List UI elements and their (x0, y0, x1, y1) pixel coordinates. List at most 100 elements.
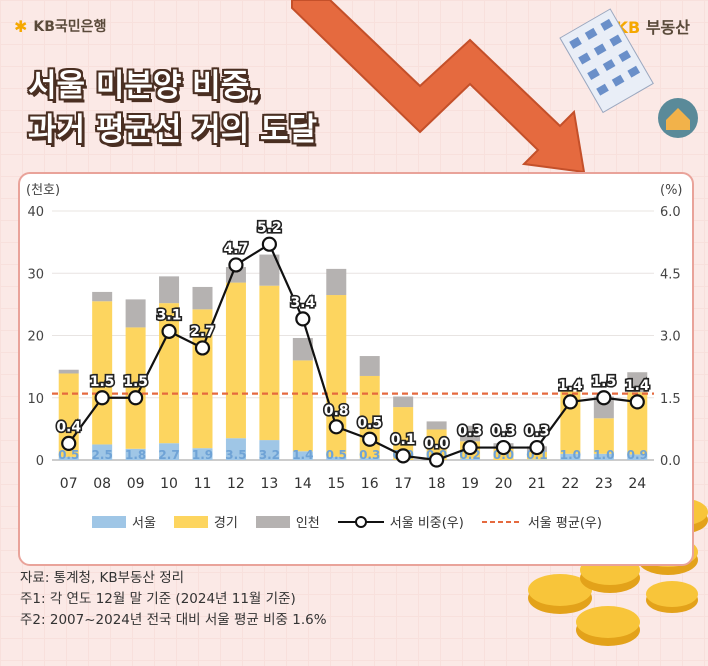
bar-incheon (159, 276, 180, 304)
seoul-share-point (61, 435, 77, 451)
x-tick-label: 12 (227, 476, 245, 492)
bar-seoul (92, 444, 113, 460)
seoul-share-label: 1.5 (90, 374, 115, 390)
seoul-share-point (629, 394, 645, 410)
bar-gyeonggi (526, 451, 547, 460)
footnotes: 자료: 통계청, KB부동산 정리 주1: 각 연도 12월 말 기준 (202… (20, 568, 327, 631)
legend-swatch-incheon (255, 515, 290, 528)
seoul-share-line (67, 242, 638, 462)
x-tick-label: 22 (561, 476, 579, 492)
bar-incheon (627, 372, 648, 393)
seoul-share-point (362, 431, 378, 447)
bar-incheon (125, 299, 146, 328)
legend-dash-marker (481, 520, 522, 523)
kb-realestate-logo: KB 부동산 (616, 14, 690, 38)
legend-swatch-seoul (92, 515, 126, 528)
seoul-share-point (194, 340, 211, 356)
seoul-share-label: 3.1 (157, 307, 182, 323)
bar-incheon (58, 369, 79, 374)
title-line2: 과거 평균선 거의 도달 (28, 112, 318, 148)
x-tick-label: 13 (260, 476, 278, 492)
y-left-tick-label: 0 (36, 454, 44, 469)
bar-gyeonggi (225, 282, 246, 439)
seoul-share-label: 4.7 (224, 241, 249, 257)
x-tick-label: 17 (394, 476, 412, 492)
note-1: 주1: 각 연도 12월 말 기준 (2024년 11월 기준) (20, 591, 296, 607)
bank-name: KB국민은행 (33, 19, 107, 35)
legend-item-seoul-share: 서울 비중(우) (337, 512, 464, 531)
legend-item-seoul-avg: 서울 평균(우) (481, 512, 602, 531)
seoul-share-label: 1.5 (591, 374, 616, 390)
seoul-value-label: 1.9 (192, 448, 213, 462)
legend-line-marker (337, 515, 384, 528)
seoul-share-label: 0.3 (458, 424, 483, 440)
bar-seoul (460, 458, 481, 460)
bar-seoul (259, 440, 280, 460)
x-tick-label: 16 (361, 476, 379, 492)
bar-gyeonggi (393, 407, 414, 460)
y-right-tick-label: 3.0 (660, 330, 681, 345)
bar-seoul (359, 458, 380, 460)
seoul-share-label: 0.4 (56, 419, 81, 435)
x-tick-label: 23 (595, 476, 613, 492)
y-left-unit: (천호) (26, 183, 60, 198)
y-right-tick-label: 1.5 (660, 392, 681, 407)
bar-seoul (192, 448, 213, 460)
bar-incheon (359, 356, 380, 376)
seoul-share-label: 0.5 (357, 415, 382, 431)
bar-gyeonggi (125, 327, 146, 449)
bar-gyeonggi (259, 285, 280, 441)
x-tick-label: 21 (528, 476, 546, 492)
y-right-tick-label: 6.0 (660, 205, 681, 220)
building-icon (559, 8, 654, 114)
bar-gyeonggi (92, 301, 113, 445)
bar-seoul (292, 451, 313, 460)
seoul-share-point (228, 257, 244, 273)
legend-swatch-gyeonggi (173, 515, 208, 528)
y-right-unit: (%) (660, 183, 683, 198)
bar-incheon (259, 254, 280, 286)
seoul-share-label: 0.0 (424, 436, 449, 452)
seoul-share-label: 5.2 (257, 220, 282, 236)
seoul-value-label: 0.3 (359, 448, 380, 462)
x-tick-label: 11 (194, 476, 212, 492)
bar-seoul (159, 443, 180, 460)
x-tick-label: 15 (327, 476, 345, 492)
seoul-value-label: 2.7 (158, 448, 179, 462)
kb-bank-logo: ✱ KB국민은행 (14, 16, 106, 36)
legend-item-incheon: 인천 (255, 512, 320, 531)
bar-incheon (192, 286, 213, 310)
bar-seoul (627, 454, 648, 460)
bar-incheon (393, 396, 414, 408)
y-left-tick-label: 10 (27, 392, 44, 407)
seoul-share-point (295, 311, 311, 327)
bar-seoul (526, 459, 547, 460)
page-title: 서울 미분양 비중, 과거 평균선 거의 도달 (28, 64, 317, 152)
seoul-share-label: 1.4 (625, 378, 650, 394)
seoul-share-point (94, 390, 110, 406)
bar-incheon (460, 425, 481, 442)
seoul-share-point (128, 390, 144, 406)
bar-gyeonggi (593, 418, 614, 454)
x-tick-label: 24 (628, 476, 646, 492)
y-left-tick-label: 20 (27, 330, 44, 345)
seoul-value-label: 1.0 (593, 448, 614, 462)
x-tick-label: 20 (495, 476, 513, 492)
seoul-share-label: 0.3 (525, 424, 550, 440)
bar-seoul (593, 453, 614, 460)
seoul-value-label: 0.9 (627, 448, 648, 462)
legend-label-incheon: 인천 (295, 516, 320, 531)
bar-gyeonggi (426, 429, 447, 460)
bar-gyeonggi (159, 303, 180, 444)
seoul-share-point (529, 439, 545, 456)
seoul-share-point (596, 390, 612, 406)
bar-gyeonggi (627, 392, 648, 455)
seoul-share-point (161, 323, 177, 339)
seoul-share-label: 1.4 (558, 378, 583, 394)
bar-incheon (92, 291, 113, 302)
y-left-tick-label: 40 (27, 205, 44, 220)
seoul-share-label: 1.5 (123, 374, 148, 390)
seoul-share-point (261, 236, 277, 252)
bar-incheon (426, 421, 447, 430)
